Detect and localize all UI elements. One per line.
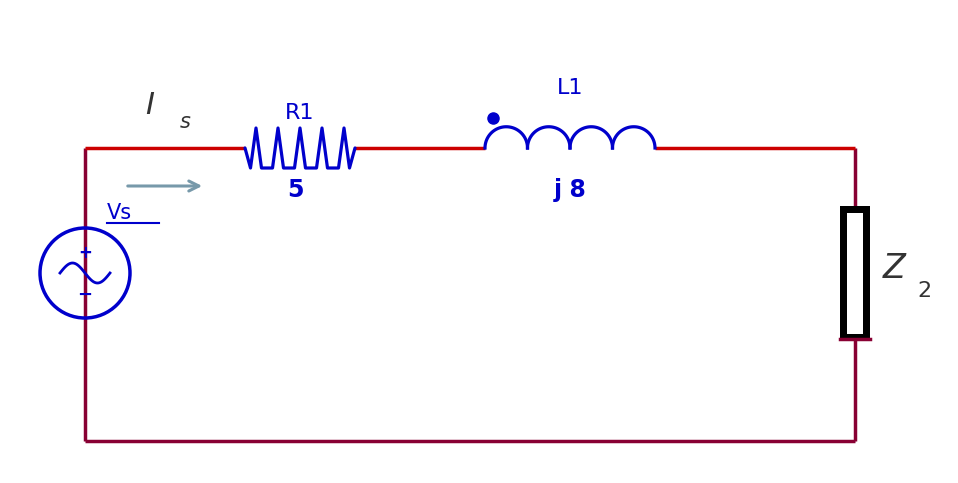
Text: I: I [145,91,154,120]
Text: L1: L1 [557,78,583,98]
Text: +: + [78,244,92,262]
Bar [840,205,870,341]
Text: R1: R1 [285,103,315,123]
Text: Vs: Vs [107,203,132,223]
Bar [847,213,863,333]
Text: s: s [180,112,191,132]
Text: 5: 5 [286,178,304,202]
Text: Z: Z [883,252,906,284]
Text: 2: 2 [917,281,931,301]
Text: j 8: j 8 [554,178,586,202]
Text: −: − [78,286,93,304]
